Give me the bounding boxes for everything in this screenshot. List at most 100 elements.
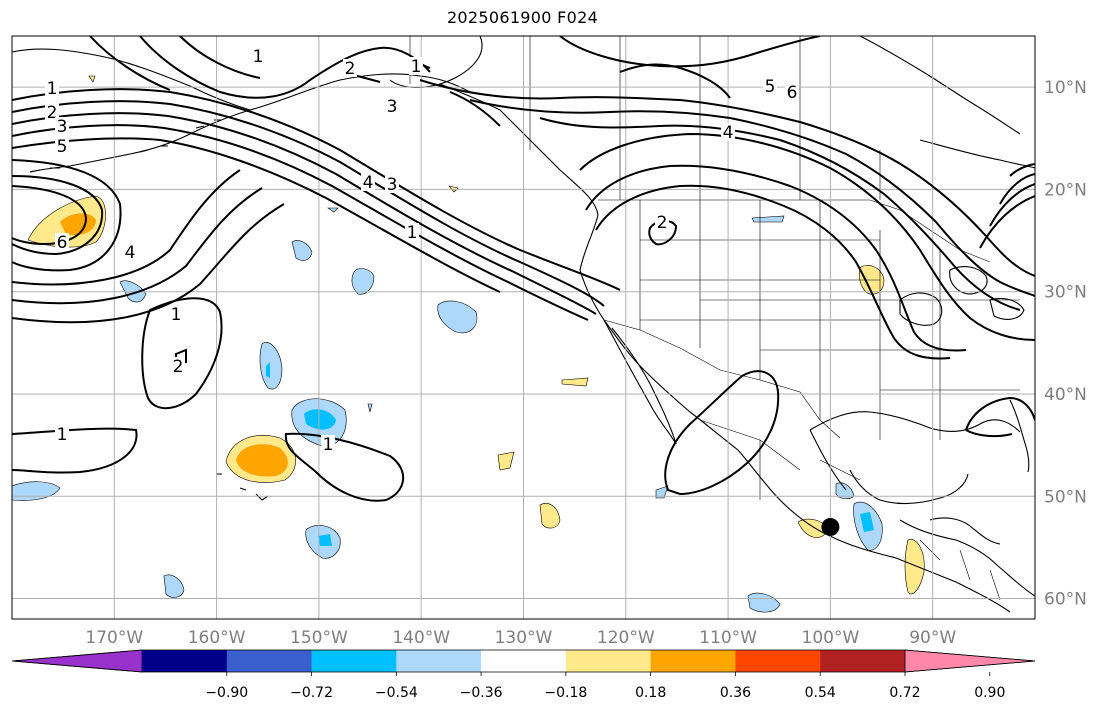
- contour-label-backing: [55, 117, 69, 135]
- contour-label-backing: [385, 175, 399, 193]
- lat-tick-label: 20°N: [1044, 180, 1087, 200]
- contour-label-backing: [169, 305, 183, 323]
- contour-label: 1: [323, 435, 334, 455]
- contour-label: 1: [47, 79, 58, 99]
- contour-line: [619, 63, 731, 99]
- contour-line: [579, 132, 1035, 341]
- lon-tick-label: 150°W: [290, 628, 348, 648]
- lon-tick-label: 120°W: [597, 628, 655, 648]
- contour-label: 3: [387, 175, 398, 195]
- contour-line: [539, 117, 1021, 311]
- colorbar-tick-label: 0.54: [805, 685, 836, 701]
- colorbar: −0.90 −0.72 −0.54 −0.36 −0.18 0.18 0.36 0.54 0.7…: [11, 649, 1036, 701]
- lat-tick-label: 60°N: [1044, 590, 1087, 610]
- lon-tick-label: 160°W: [188, 628, 246, 648]
- contour-label: 2: [657, 213, 668, 233]
- contour-label-backing: [385, 97, 399, 115]
- positive-anomaly-area: [497, 451, 515, 471]
- contour-label: 1: [171, 305, 182, 325]
- canada-province-lines: [529, 36, 881, 200]
- colorbar-extend-high: [904, 649, 1036, 673]
- contour-label: 1: [57, 425, 68, 445]
- positive-anomaly-core: [236, 444, 288, 477]
- central-america-coast: [899, 517, 1035, 597]
- contour-label: 2: [47, 103, 58, 123]
- positive-anomaly-area: [88, 75, 96, 83]
- negative-anomaly-core: [318, 534, 332, 546]
- contour-line: [965, 396, 1035, 438]
- contour-label-backing: [721, 123, 735, 141]
- contour-line: [12, 112, 597, 315]
- colorbar-swatch: [735, 650, 821, 672]
- colorbar-swatch: [396, 650, 482, 672]
- colorbar-tick-label: 0.18: [635, 685, 666, 701]
- longitude-labels: 170°W 160°W 150°W 140°W 130°W 120°W 110°W 100°W…: [85, 628, 956, 648]
- contour-line: [12, 159, 122, 272]
- contour-label-backing: [655, 213, 669, 231]
- contour-label-backing: [251, 47, 265, 65]
- contour-line: [12, 203, 285, 324]
- aleutian-islands: [29, 119, 222, 173]
- contour-line: [284, 432, 405, 502]
- contour-line: [419, 79, 1035, 277]
- negative-anomaly-area: [291, 240, 313, 261]
- contour-label: 3: [57, 117, 68, 137]
- negative-anomaly-core: [860, 512, 874, 532]
- colorbar-swatch: [226, 650, 313, 672]
- contour-label: 3: [387, 97, 398, 117]
- contour-line: [469, 99, 1035, 297]
- contour-label-backing: [55, 137, 69, 155]
- latitude-labels: 60°N 50°N 40°N 30°N 20°N 10°N: [1044, 78, 1087, 609]
- north-america-west-coast: [389, 36, 1011, 613]
- location-marker: [821, 517, 840, 536]
- contour-label: 5: [57, 137, 68, 157]
- colorbar-swatch: [650, 650, 736, 672]
- negative-anomaly-area: [163, 574, 185, 598]
- contour-lines: [12, 36, 1035, 502]
- contour-label: 4: [125, 243, 136, 263]
- contour-label: 6: [57, 233, 68, 253]
- contour-line: [585, 164, 967, 352]
- contour-line: [89, 36, 431, 99]
- negative-anomaly-area: [655, 485, 669, 499]
- contour-label-backing: [405, 223, 419, 241]
- contour-label-backing: [763, 77, 777, 95]
- colorbar-extend-low: [11, 649, 143, 673]
- map-frame: [11, 35, 1036, 620]
- contour-line: [595, 184, 951, 360]
- contour-label-backing: [409, 57, 423, 75]
- contour-label-backing: [55, 233, 69, 251]
- negative-anomaly-core: [266, 362, 270, 378]
- us-state-lines: [639, 200, 1020, 440]
- colorbar-tick-label: −0.72: [290, 685, 333, 701]
- contour-line: [12, 137, 501, 293]
- us-canada-border: [598, 199, 991, 263]
- negative-anomaly-area: [437, 300, 478, 334]
- baja-california: [603, 319, 677, 445]
- colorbar-tick-label: 0.36: [720, 685, 751, 701]
- contour-label: 1: [411, 57, 422, 77]
- contour-line: [12, 169, 241, 286]
- lat-tick-label: 10°N: [1044, 78, 1087, 98]
- negative-anomaly-area: [747, 592, 781, 613]
- gulf-of-mexico-coast: [809, 411, 1021, 505]
- contour-label-backing: [321, 435, 335, 453]
- contour-line: [12, 88, 621, 291]
- colorbar-tick-label: −0.36: [460, 685, 503, 701]
- contour-line: [12, 185, 88, 246]
- contour-line: [12, 175, 104, 256]
- colorbar-swatch: [481, 650, 567, 672]
- negative-anomaly-area: [327, 207, 339, 213]
- central-america-borders: [919, 539, 1001, 601]
- contour-label-backing: [55, 425, 69, 443]
- contour-line: [559, 36, 821, 68]
- anomaly-fills: [12, 75, 925, 613]
- contour-label: 2: [173, 357, 184, 377]
- contour-line: [141, 297, 223, 410]
- contour-label: 1: [407, 223, 418, 243]
- lat-tick-label: 50°N: [1044, 487, 1087, 507]
- lon-tick-label: 110°W: [699, 628, 757, 648]
- negative-anomaly-area: [351, 268, 375, 295]
